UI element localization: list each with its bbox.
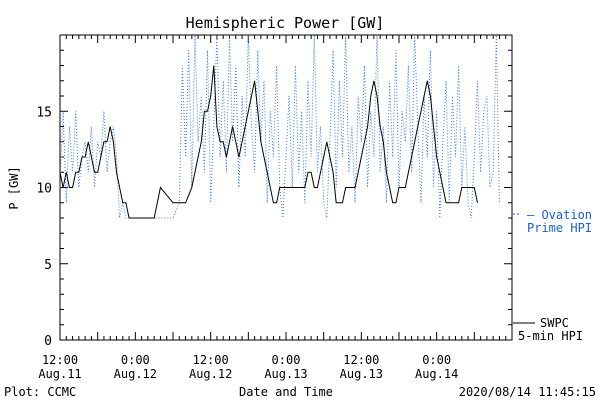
chart-title: Hemispheric Power [GW] <box>186 14 385 32</box>
series-swpc-line <box>59 65 478 219</box>
x-tick-time-label: 12:00 <box>343 353 379 367</box>
y-axis-label: P [GW] <box>7 166 21 209</box>
legend-ovation-line1: – Ovation <box>527 208 592 222</box>
y-tick-label: 0 <box>44 334 52 349</box>
footer-timestamp: 2020/08/14 11:45:15 <box>459 385 596 399</box>
x-tick-date-label: Aug.12 <box>189 367 232 381</box>
series-layer <box>59 34 500 219</box>
legend-swpc-line1: SWPC <box>540 316 569 330</box>
x-tick-date-label: Aug.13 <box>340 367 383 381</box>
x-tick-time-label: 0:00 <box>272 353 301 367</box>
x-tick-date-label: Aug.11 <box>38 367 81 381</box>
y-tick-label: 5 <box>44 258 52 273</box>
y-axis: 0 5 10 15 <box>36 34 512 349</box>
x-tick-time-label: 12:00 <box>42 353 78 367</box>
x-axis: 12:00Aug.110:00Aug.1212:00Aug.120:00Aug.… <box>38 35 513 381</box>
y-tick-label: 15 <box>36 105 52 120</box>
x-tick-time-label: 12:00 <box>193 353 229 367</box>
y-tick-label: 10 <box>36 182 52 197</box>
x-tick-date-label: Aug.12 <box>114 367 157 381</box>
x-tick-time-label: 0:00 <box>121 353 150 367</box>
legend-ovation-line2: Prime HPI <box>527 221 592 235</box>
x-axis-label: Date and Time <box>239 385 333 399</box>
x-tick-date-label: Aug.13 <box>264 367 307 381</box>
footer-credit: Plot: CCMC <box>4 385 76 399</box>
legend: – Ovation Prime HPI SWPC 5-min HPI <box>513 208 592 343</box>
x-tick-time-label: 0:00 <box>422 353 451 367</box>
legend-swpc-line2: 5-min HPI <box>518 329 583 343</box>
x-tick-date-label: Aug.14 <box>415 367 458 381</box>
